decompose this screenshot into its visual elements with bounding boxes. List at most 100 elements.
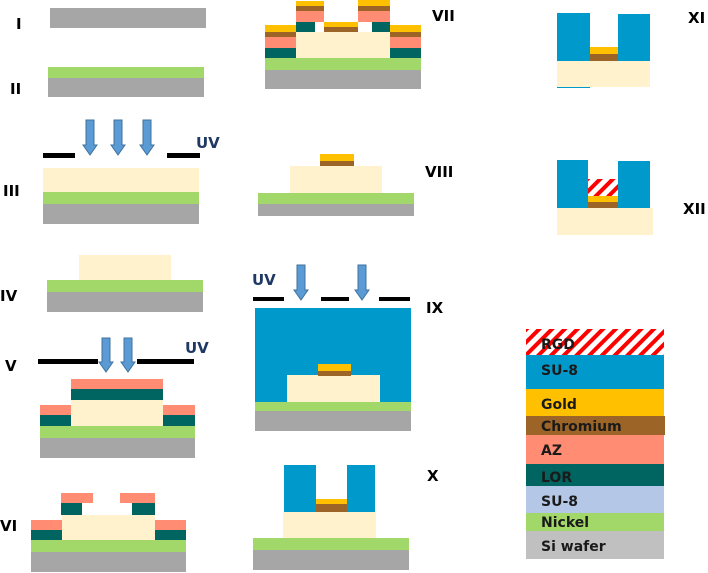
step-7-gold-layer	[296, 1, 324, 6]
step-7-lor-layer	[265, 48, 296, 58]
step-5-photomask	[38, 359, 98, 364]
step-9-chromium-layer	[318, 371, 351, 376]
step-7-lor-layer	[390, 48, 421, 58]
step-label-1: I	[16, 15, 22, 33]
legend-swatch-lor	[526, 464, 664, 486]
step-7-nickel-layer	[265, 58, 421, 70]
uv-label-step-9: UV	[252, 271, 276, 289]
step-label-8: VIII	[425, 163, 453, 181]
step-10-si-layer	[253, 550, 409, 570]
step-3-photomask	[43, 153, 75, 158]
step-label-2: II	[10, 80, 21, 98]
step-6-lor-layer	[31, 530, 62, 540]
step-5-az-layer	[163, 405, 195, 415]
step-12-chromium-layer	[588, 202, 618, 208]
step-9-su8-layer	[287, 375, 380, 402]
step-11-su8-exposed-layer	[557, 13, 590, 61]
step-5-lor-layer	[40, 415, 71, 426]
step-3-uv-arrow-icon	[139, 119, 155, 156]
step-6-lor-layer	[61, 503, 82, 515]
legend-swatch-az	[526, 435, 664, 464]
step-11-chromium-layer	[590, 54, 618, 61]
step-7-az-layer	[390, 37, 421, 48]
step-12-su8-exposed-layer	[557, 160, 588, 208]
step-6-az-layer	[31, 520, 62, 530]
step-7-lor-layer	[372, 22, 390, 32]
step-12-su8-exposed-layer	[618, 161, 650, 208]
step-8-si-layer	[258, 204, 414, 216]
step-8-nickel-layer	[258, 193, 414, 204]
legend-label: Gold	[541, 397, 577, 413]
step-5-uv-arrow-icon	[98, 337, 114, 373]
step-7-chromium-layer	[296, 6, 324, 11]
step-9-photomask	[253, 297, 284, 301]
step-5-photomask	[137, 359, 194, 364]
step-label-4: IV	[0, 287, 18, 305]
step-7-chromium-layer	[265, 32, 296, 37]
step-label-9: IX	[426, 299, 444, 317]
step-6-az-layer	[61, 493, 93, 503]
step-9-photomask	[321, 297, 349, 301]
legend-swatch-su-8	[526, 355, 664, 389]
step-10-su8-layer	[283, 512, 376, 538]
step-3-photomask	[167, 153, 200, 158]
step-5-lor-layer	[71, 389, 163, 400]
step-7-az-layer	[296, 11, 324, 22]
uv-label-step-5: UV	[185, 339, 209, 357]
step-6-lor-layer	[132, 503, 155, 515]
legend-label: LOR	[541, 470, 572, 486]
step-8-su8-layer	[290, 166, 382, 193]
step-7-chromium-layer	[390, 32, 421, 37]
step-label-7: VII	[432, 7, 455, 25]
step-7-az-layer	[358, 11, 390, 22]
step-8-gold-layer	[320, 154, 354, 161]
legend-swatch-rgd	[526, 329, 664, 355]
step-10-su8-exposed-layer	[284, 465, 316, 512]
step-6-si-layer	[31, 552, 186, 572]
step-12-rgd-layer	[588, 179, 618, 196]
step-11-su8-layer	[557, 61, 650, 87]
step-6-lor-layer	[155, 530, 186, 540]
step-3-uv-arrow-icon	[82, 119, 98, 156]
step-12-su8-layer	[557, 208, 653, 235]
step-11-gold-layer	[590, 47, 618, 54]
step-5-nickel-layer	[40, 426, 195, 438]
step-11-su8-exposed-layer	[557, 87, 590, 88]
step-9-photomask	[379, 297, 410, 301]
step-6-az-layer	[120, 493, 155, 503]
step-label-3: III	[3, 182, 20, 200]
step-9-uv-arrow-icon	[293, 264, 309, 301]
step-7-gold-layer	[265, 25, 296, 32]
step-5-uv-arrow-icon	[120, 337, 136, 373]
step-3-su8-layer	[43, 168, 199, 192]
legend-label: AZ	[541, 443, 562, 459]
legend-swatch-si-wafer	[526, 531, 664, 559]
step-9-gold-layer	[318, 364, 351, 371]
step-10-chromium-layer	[316, 504, 347, 512]
step-4-su8-layer	[79, 255, 171, 280]
step-3-nickel-layer	[43, 192, 199, 204]
step-8-chromium-layer	[320, 161, 354, 167]
step-3-si-layer	[43, 204, 199, 224]
legend-label: Chromium	[541, 419, 622, 435]
legend-swatch-chromium	[526, 416, 665, 435]
step-10-nickel-layer	[253, 538, 409, 550]
step-label-12: XII	[683, 200, 706, 218]
step-7-az-layer	[265, 37, 296, 48]
step-7-gold-layer	[358, 0, 390, 6]
step-3-uv-arrow-icon	[110, 119, 126, 156]
step-6-az-layer	[155, 520, 186, 530]
step-4-nickel-layer	[47, 280, 203, 292]
step-9-si-layer	[255, 411, 411, 431]
step-label-5: V	[5, 357, 17, 375]
legend-label: Nickel	[541, 515, 589, 531]
legend-swatch-su-8	[526, 486, 664, 513]
step-7-chromium-layer	[324, 27, 358, 32]
legend-label: SU-8	[541, 363, 578, 379]
step-7-gold-layer	[324, 22, 358, 27]
legend-label: Si wafer	[541, 539, 606, 555]
step-10-gold-layer	[316, 499, 347, 504]
step-9-uv-arrow-icon	[354, 264, 370, 301]
step-7-chromium-layer	[358, 6, 390, 11]
